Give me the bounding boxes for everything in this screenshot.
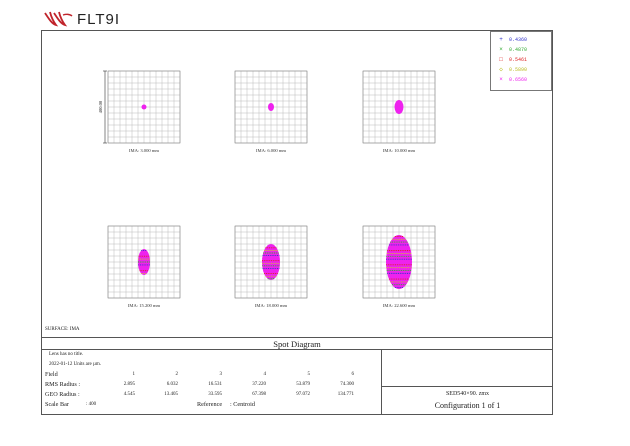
field-value: 5 xyxy=(307,372,311,377)
legend-label: 0.5890 xyxy=(509,66,528,73)
panel-border xyxy=(362,70,436,144)
wavelength-legend: + 0.4360 × 0.4870 □ 0.5461 ◇ 0.5890 × 0.… xyxy=(490,31,552,91)
field-value: 1 xyxy=(132,372,136,377)
reference-value: : Centroid xyxy=(230,401,255,408)
legend-label: 0.6560 xyxy=(509,76,528,83)
legend-marker: + xyxy=(499,36,503,43)
field-value: 4 xyxy=(263,372,267,377)
legend-marker: × xyxy=(499,76,503,83)
rms-value: 2.895 xyxy=(123,382,135,387)
ima-label: IMA: 15.200 mm xyxy=(128,303,161,308)
field-label: Field xyxy=(45,371,58,378)
legend-marker: × xyxy=(499,46,503,53)
ima-label: IMA: 18.000 mm xyxy=(255,303,288,308)
spot-blob xyxy=(394,100,404,114)
scale-bar: 400.00 xyxy=(98,70,107,144)
spot-panel: IMA: 18.000 mm xyxy=(234,225,308,308)
panel-border xyxy=(107,70,181,144)
geo-value: 97.072 xyxy=(296,392,310,397)
geo-value: 4.545 xyxy=(123,392,135,397)
spot-panel: IMA: 10.000 mm xyxy=(362,70,436,153)
legend-label: 0.5461 xyxy=(509,56,528,63)
spot-panel: IMA: 6.000 mm xyxy=(234,70,308,153)
legend-item: + 0.4360 xyxy=(497,36,527,43)
rms-value: 16.531 xyxy=(208,382,222,387)
geo-value: 134.771 xyxy=(337,392,354,397)
spot-panel: IMA: 3.000 mm xyxy=(107,70,181,153)
lens-title: Lens has no title. xyxy=(49,352,84,357)
rms-value: 53.879 xyxy=(296,382,310,387)
scale-bar-label: 400.00 xyxy=(98,100,103,113)
configuration-label: Configuration 1 of 1 xyxy=(434,401,501,410)
panel-border xyxy=(362,225,436,299)
diagram-frame xyxy=(41,30,553,415)
reference-label: Reference xyxy=(197,401,223,408)
ima-label: IMA: 3.000 mm xyxy=(129,148,159,153)
field-value: 3 xyxy=(219,372,223,377)
ima-label: IMA: 6.000 mm xyxy=(256,148,286,153)
panel-border xyxy=(107,225,181,299)
file-name: SED540×90. zmx xyxy=(445,391,490,397)
spot-blob xyxy=(268,103,274,111)
geo-label: GEO Radius : xyxy=(45,391,80,398)
scale-bar-value: : 400 xyxy=(86,402,97,407)
ima-label: IMA: 22.600 mm xyxy=(383,303,416,308)
geo-value: 33.595 xyxy=(208,392,222,397)
date-units: 2022-01-12 Units are µm. xyxy=(49,362,102,367)
legend-marker: □ xyxy=(499,56,503,63)
spot-panel: IMA: 22.600 mm xyxy=(362,225,436,308)
wing-logo-icon xyxy=(44,11,73,27)
diagram-title: Spot Diagram xyxy=(41,337,553,350)
legend-item: × 0.6560 xyxy=(497,76,527,83)
panel-border xyxy=(234,225,308,299)
rms-value: 6.032 xyxy=(166,382,178,387)
info-divider xyxy=(382,386,553,387)
info-divider xyxy=(381,349,382,415)
geo-value: 13.405 xyxy=(164,392,178,397)
legend-label: 0.4360 xyxy=(509,36,528,43)
spot-panel: IMA: 15.200 mm xyxy=(107,225,181,308)
brand-name: FLT9I xyxy=(77,10,121,28)
ima-label: IMA: 10.000 mm xyxy=(383,148,416,153)
spot-blob xyxy=(262,244,280,280)
legend-item: × 0.4870 xyxy=(497,46,527,53)
rms-value: 37.220 xyxy=(252,382,266,387)
info-block: Lens has no title. 2022-01-12 Units are … xyxy=(41,349,553,415)
panel-border xyxy=(234,70,308,144)
scale-bar-label: Scale Bar xyxy=(45,401,69,408)
rms-value: 74.300 xyxy=(340,382,354,387)
legend-item: □ 0.5461 xyxy=(497,56,527,63)
field-value: 6 xyxy=(351,372,355,377)
geo-value: 67.398 xyxy=(252,392,266,397)
legend-item: ◇ 0.5890 xyxy=(497,66,527,73)
surface-label: SURFACE: IMA xyxy=(45,327,80,332)
rms-label: RMS Radius : xyxy=(45,381,81,388)
field-value: 2 xyxy=(175,372,179,377)
brand-logo: FLT9I xyxy=(43,9,120,29)
legend-label: 0.4870 xyxy=(509,46,528,53)
legend-marker: ◇ xyxy=(499,66,503,73)
spot-blob xyxy=(141,104,147,110)
